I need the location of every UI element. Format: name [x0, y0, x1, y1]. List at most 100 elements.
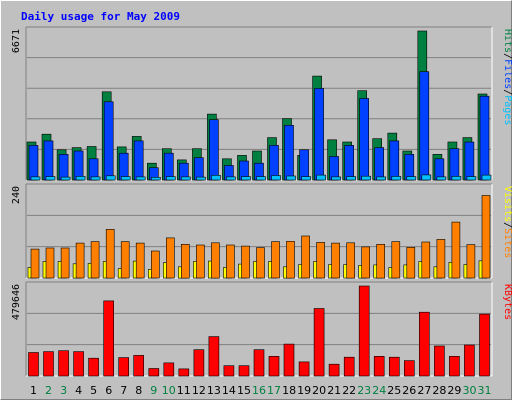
bar-kbytes-day-31 [479, 313, 490, 377]
bar-kbytes-day-23 [358, 285, 370, 377]
bar-files-day-27 [419, 71, 430, 181]
x-tick-label-day-27: 27 [417, 384, 431, 397]
bar-pages-day-7 [120, 176, 131, 181]
bar-pages-day-29 [451, 176, 462, 181]
bar-pages-day-27 [421, 174, 432, 181]
bar-files-day-23 [359, 98, 370, 181]
bar-sites-day-29 [451, 221, 461, 279]
bar-sites-day-4 [75, 242, 85, 279]
legend-entry: KBytes [502, 284, 512, 320]
bar-sites-day-22 [346, 242, 356, 279]
bar-pages-day-15 [241, 176, 251, 181]
bar-pages-day-17 [271, 175, 281, 181]
bar-sites-day-8 [135, 242, 145, 279]
x-tick-label-day-6: 6 [105, 384, 112, 397]
bar-kbytes-day-1 [28, 352, 39, 377]
x-tick-label-day-24: 24 [372, 384, 386, 397]
x-tick-label-day-11: 11 [177, 384, 191, 397]
legend-entry: Hits [502, 29, 512, 53]
bar-files-day-31 [479, 95, 490, 181]
bar-files-day-10 [164, 152, 174, 181]
bar-pages-day-11 [181, 176, 191, 181]
bar-files-day-20 [314, 88, 324, 181]
bar-kbytes-day-18 [283, 343, 295, 377]
bar-pages-day-18 [286, 175, 296, 181]
bar-kbytes-day-27 [418, 311, 430, 377]
bar-sites-day-26 [406, 247, 416, 279]
bar-kbytes-day-20 [313, 308, 325, 377]
bar-kbytes-day-8 [133, 355, 144, 377]
bar-files-day-8 [133, 140, 144, 181]
bar-kbytes-day-16 [253, 349, 265, 377]
x-tick-label-day-8: 8 [135, 384, 142, 397]
x-tick-label-day-14: 14 [222, 384, 236, 397]
bar-files-day-19 [299, 149, 309, 181]
bar-kbytes-day-15 [238, 365, 250, 377]
bar-sites-day-1 [30, 248, 40, 279]
bar-pages-day-30 [466, 176, 477, 181]
bar-sites-day-2 [45, 247, 55, 279]
bar-pages-day-13 [211, 175, 221, 181]
legend-entry: / [502, 53, 512, 59]
x-tick-label-day-21: 21 [327, 384, 341, 397]
bar-sites-day-31 [481, 195, 491, 279]
bar-sites-day-12 [196, 244, 205, 279]
x-tick-label-day-26: 26 [402, 384, 416, 397]
x-tick-label-day-13: 13 [207, 384, 221, 397]
bar-files-day-6 [103, 101, 114, 181]
bar-sites-day-21 [331, 242, 340, 279]
bar-pages-day-22 [346, 176, 357, 181]
bar-sites-day-7 [120, 241, 130, 279]
x-tick-label-day-29: 29 [447, 384, 461, 397]
x-tick-label-day-16: 16 [252, 384, 266, 397]
legend-entry: Visits [502, 186, 512, 222]
bar-pages-day-10 [166, 176, 176, 181]
x-tick-label-day-28: 28 [432, 384, 446, 397]
bar-pages-day-20 [316, 174, 326, 181]
bar-files-day-25 [389, 140, 400, 181]
bar-sites-day-16 [256, 247, 265, 279]
bar-sites-day-27 [421, 241, 431, 279]
legend-entry: Files [502, 59, 512, 89]
bar-kbytes-day-19 [298, 361, 310, 377]
x-tick-label-day-9: 9 [150, 384, 157, 397]
bar-sites-day-17 [271, 241, 280, 279]
bar-files-day-22 [344, 145, 355, 181]
bar-kbytes-day-29 [449, 355, 460, 377]
bar-files-day-17 [269, 145, 279, 181]
bar-files-day-13 [209, 119, 219, 181]
bar-files-day-21 [329, 156, 339, 181]
bar-pages-day-24 [376, 176, 387, 181]
x-tick-label-day-4: 4 [75, 384, 82, 397]
bar-files-day-1 [28, 145, 39, 181]
bar-pages-day-2 [45, 176, 56, 181]
bar-kbytes-day-10 [163, 362, 175, 377]
y-max-label-kbytes: 479646 [11, 284, 22, 320]
x-tick-label-day-23: 23 [357, 384, 371, 397]
bar-sites-day-20 [316, 242, 325, 279]
bar-pages-day-1 [30, 176, 41, 181]
bar-pages-day-16 [256, 176, 266, 181]
x-tick-label-day-30: 30 [463, 384, 477, 397]
x-tick-label-day-2: 2 [45, 384, 52, 397]
bar-kbytes-day-2 [43, 351, 54, 377]
bar-sites-day-18 [286, 241, 295, 279]
legend-entry: Pages [502, 95, 512, 125]
bar-pages-day-3 [60, 176, 71, 181]
bar-pages-day-14 [226, 176, 236, 181]
chart-title: Daily usage for May 2009 [21, 10, 180, 23]
legend-entry: / [502, 89, 512, 95]
bar-sites-day-23 [361, 246, 371, 279]
bar-kbytes-day-6 [103, 300, 114, 377]
bar-pages-day-12 [196, 176, 206, 181]
bar-kbytes-day-30 [464, 344, 475, 377]
x-tick-label-day-18: 18 [282, 384, 296, 397]
bar-kbytes-day-12 [193, 349, 205, 377]
x-tick-label-day-31: 31 [478, 384, 492, 397]
x-tick-label-day-7: 7 [120, 384, 127, 397]
bar-sites-day-14 [226, 244, 235, 279]
bar-kbytes-day-21 [328, 363, 340, 377]
bar-kbytes-day-26 [403, 360, 415, 377]
bar-kbytes-day-25 [388, 356, 400, 377]
